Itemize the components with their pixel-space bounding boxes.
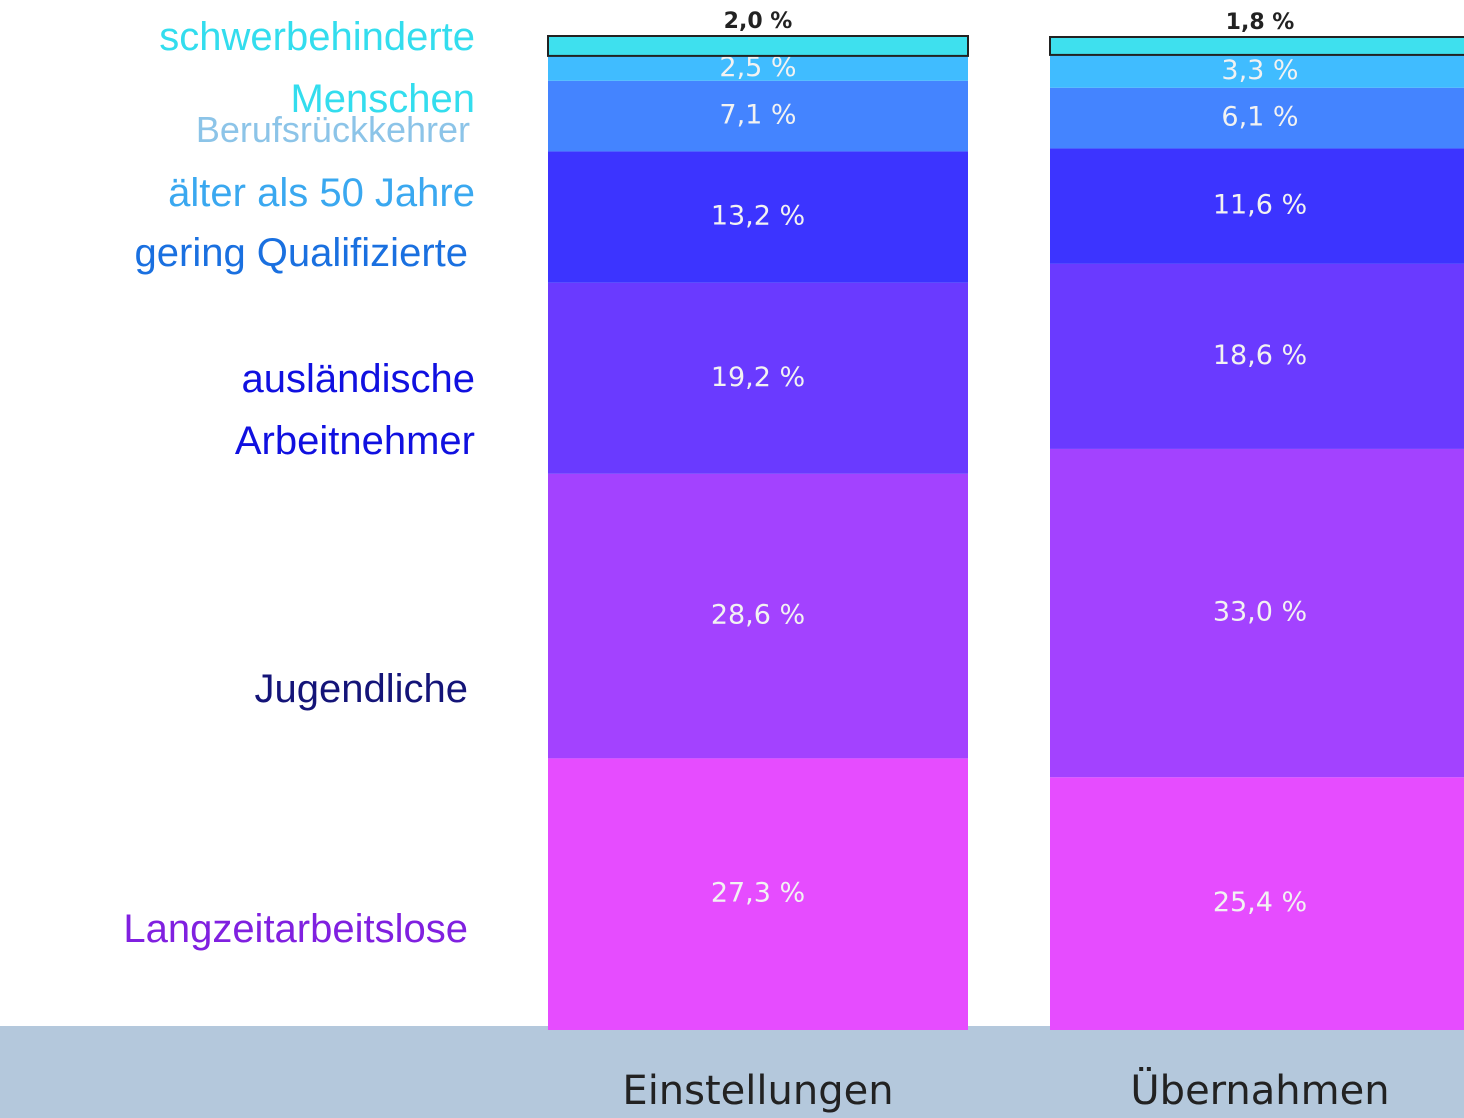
bar-segment [1050,87,1464,149]
bar-segment [548,55,968,81]
bar-segment [548,151,968,283]
value-label: 19,2 % [711,362,805,393]
value-label: 3,3 % [1221,55,1298,86]
bar-segment [548,758,968,1030]
bar-segment [548,282,968,474]
value-label: 28,6 % [711,600,805,631]
legend-label: Langzeitarbeitslose [123,907,468,951]
value-label: 25,4 % [1213,887,1307,918]
value-label: 27,3 % [711,878,805,909]
category-label: Einstellungen [622,1068,893,1114]
value-label: 18,6 % [1213,340,1307,371]
bar-segment [1050,148,1464,264]
bar-segment [547,35,969,57]
legend-label: Berufsrückkehrer [195,109,470,150]
legend-label: gering Qualifizierte [134,231,469,275]
value-label: 11,6 % [1213,190,1307,221]
bar-segment [1050,263,1464,449]
legend-label: ausländische Arbeitnehmer [234,357,475,463]
bar-segment [1049,35,1464,56]
value-label: 2,0 % [724,9,793,34]
legend-label: schwerbehinderte Menschen [159,15,475,121]
value-label: 1,8 % [1226,10,1295,35]
bar-segment [1050,54,1464,88]
bar-segment [548,473,968,759]
value-label: 7,1 % [719,100,796,131]
footer-band [0,1026,1464,1118]
bar-segment [548,80,968,152]
category-label: Übernahmen [1130,1066,1389,1114]
legend-label: Jugendliche [254,667,469,711]
bar-segment [1050,448,1464,778]
value-label: 2,5 % [719,52,796,83]
bar-segment [1050,777,1464,1030]
value-label: 33,0 % [1213,597,1307,628]
value-label: 6,1 % [1221,102,1298,133]
value-label: 13,2 % [711,201,805,232]
legend-label: älter als 50 Jahre [168,171,475,215]
